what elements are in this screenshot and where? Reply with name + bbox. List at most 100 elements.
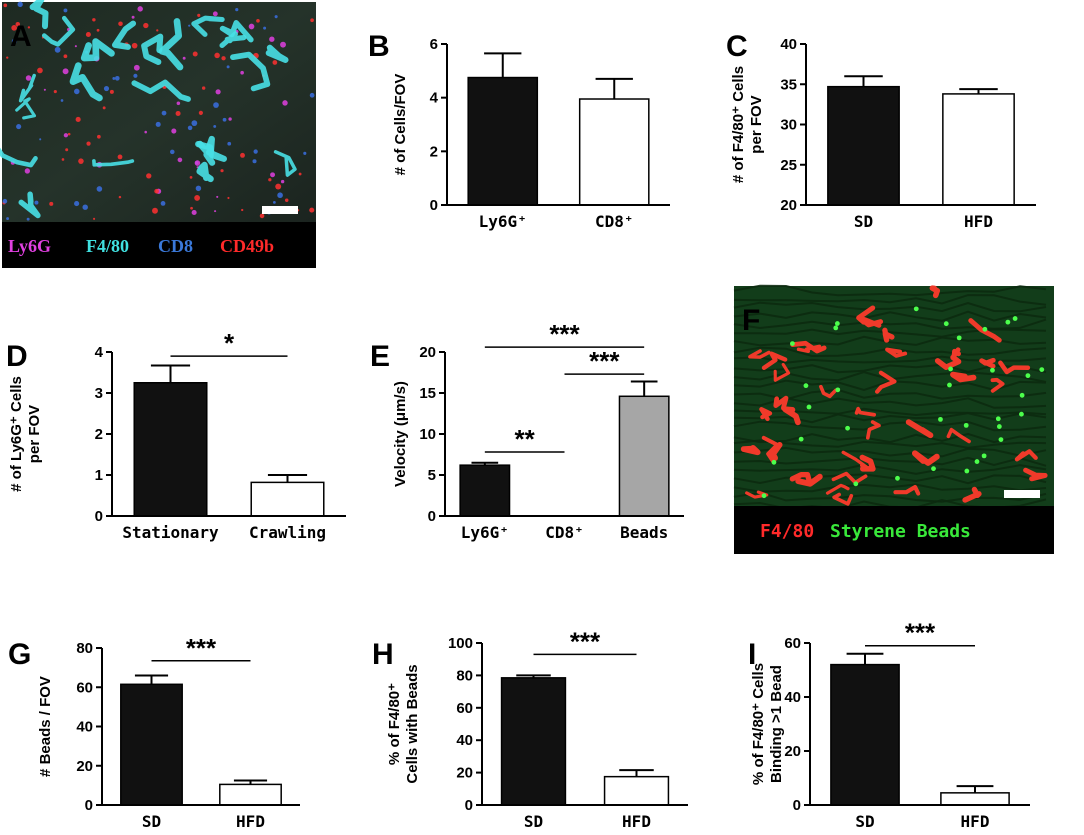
a-fluor-dot [277,192,283,199]
y-axis-label-i-0: % of F4/80⁺ Cells [750,663,767,785]
a-fluor-dot [190,206,193,210]
a-fluor-dot [198,110,203,115]
a-fluor-dot [65,148,69,152]
a-fluor-dot [188,24,191,27]
f-bead [806,404,812,410]
f-bead [990,367,995,373]
a-fluor-dot [241,208,244,212]
category-label-d-1: Crawling [249,523,326,542]
error-bar-i-0 [846,652,884,665]
f-f480-cell [929,285,941,299]
a-fluor-dot [11,24,17,31]
error-bar-e-0 [471,461,499,466]
f-bead [895,475,900,481]
a-fluor-dot [92,18,96,22]
a-fluor-dot [240,152,245,158]
f-f480-cell [759,407,773,422]
a-f480-cell [29,0,49,30]
f-f480-cell [773,395,789,411]
y-tick-label-i-3: 60 [784,635,801,652]
f-f480-cell [905,419,934,439]
a-fluor-dot [227,141,232,146]
a-fluor-dot [155,121,161,127]
a-fluor-dot [54,46,61,53]
a-fluor-dot [195,185,202,192]
a-fluor-dot [214,210,217,213]
y-tick-label-e-1: 5 [428,467,436,484]
a-fluor-dot [133,64,140,71]
panel-d-chart: D Stationary Crawling 0 1 2 3 4 # of Ly6G⁺ Cells… [6,328,346,542]
panel-i-chart: I SD HFD 0 20 40 60 % of F4/80⁺ Cells Binding >1… [748,618,1030,831]
y-tick-label-e-3: 15 [419,385,436,402]
a-fluor-dot [284,198,289,202]
y-axis-label-c-0: # of F4/80⁺ Cells [730,66,747,183]
y-axis-label-b-0: # of Cells/FOV [392,74,409,176]
f-f480-cell [962,486,982,503]
a-f480-cell [18,191,41,219]
a-fluor-dot [171,128,177,134]
a-fluor-dot [63,54,68,59]
f-bead [1019,392,1025,398]
error-bar-c-1 [959,88,998,94]
f-bead [974,459,980,464]
bar-e-2 [618,395,670,517]
a-fluor-dot [131,42,138,49]
a-fluor-dot [102,106,106,110]
a-fluor-dot [227,196,230,200]
f-f480-cell [854,406,877,417]
category-label-e-1: CD8⁺ [545,523,584,542]
f-sinusoid [733,412,1047,424]
f-sinusoid [734,328,1047,338]
y-tick-label-b-1: 2 [430,143,438,160]
a-fluor-dot [191,209,197,216]
a-fluor-dot [61,158,65,161]
f-sinusoid [733,284,1047,297]
y-tick-label-g-2: 40 [76,719,93,736]
bar-c-1 [942,93,1015,206]
f-f480-cell [1014,449,1038,462]
bar-d-0 [133,382,208,517]
f-bead [931,466,936,472]
y-tick-label-d-1: 1 [95,467,103,484]
f-f480-cell [841,450,869,469]
a-fluor-dot [274,15,278,19]
a-fluor-dot [60,99,64,102]
category-label-g-1: HFD [236,812,265,831]
a-fluor-dot [146,173,152,179]
f-bead [790,341,795,347]
y-tick-label-e-2: 10 [419,426,436,443]
f-f480-cell [831,471,868,485]
a-f480-cell [273,150,297,177]
f-bead [938,416,943,422]
panel-a-label: A [10,20,32,53]
panel-f-legend-strip [734,506,1054,554]
f-f480-cell [950,371,977,383]
error-bar-b-0 [484,52,522,78]
panel-a-legend-f480: F4/80 [86,236,129,256]
f-bead [761,493,767,499]
f-bead [1012,316,1018,321]
a-fluor-dot [272,60,278,65]
f-f480-cell [990,377,1005,393]
y-tick-label-h-3: 60 [456,700,473,717]
significance-label-e-2: ** [515,424,536,454]
f-bead [948,366,953,372]
panel-b-chart: B Ly6G⁺ CD8⁺ 0 2 4 6 # of Cells/FOV [368,30,670,231]
f-bead [834,321,840,326]
a-fluor-dot [222,117,227,122]
bar-g-1 [219,783,282,806]
y-tick-label-h-2: 40 [456,732,473,749]
panel-a-legend-cd49b: CD49b [220,236,274,256]
significance-label-e-0: *** [549,319,580,349]
category-label-i-1: HFD [961,812,990,831]
category-label-g-0: SD [142,812,161,831]
f-bead [981,453,987,459]
a-fluor-dot [144,130,147,134]
f-bead [964,468,970,474]
a-fluor-dot [215,89,221,95]
y-tick-label-g-1: 20 [76,758,93,775]
f-f480-cell [796,344,822,353]
a-fluor-dot [53,90,57,94]
